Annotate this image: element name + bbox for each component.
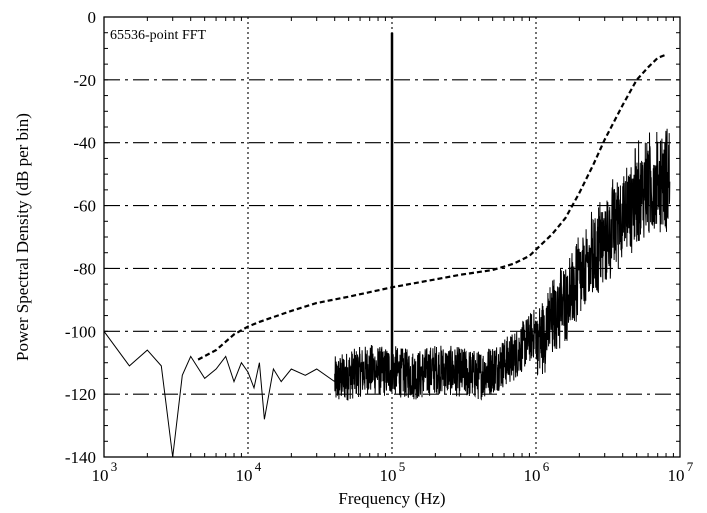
y-axis-title: Power Spectral Density (dB per bin) [13,113,32,361]
x-tick-label: 10 6 [524,459,550,485]
x-tick-base: 10 [92,466,109,485]
x-tick-exponent: 6 [543,459,550,474]
x-tick-base: 10 [524,466,541,485]
y-tick-label: -140 [65,448,96,467]
y-tick-label: -20 [73,71,96,90]
solid-series-line [103,128,671,458]
x-axis-title: Frequency (Hz) [338,489,445,508]
x-tick-exponent: 4 [255,459,262,474]
x-tick-label: 10 3 [92,459,118,485]
y-tick-label: -120 [65,385,96,404]
y-tick-label: -60 [73,197,96,216]
x-tick-label: 10 7 [668,459,694,485]
x-tick-base: 10 [668,466,685,485]
dashed-series-line [197,53,667,361]
y-tick-label: -40 [73,134,96,153]
y-tick-label: -100 [65,322,96,341]
x-tick-exponent: 7 [687,459,694,474]
x-tick-label: 10 4 [236,459,262,485]
fft-annotation: 65536-point FFT [110,28,207,43]
plot-frame [103,16,681,458]
series-layer [103,32,671,458]
y-tick-labels: 0 -20 -40 -60 -80 -100 -120 -140 [65,8,96,467]
x-tick-base: 10 [380,466,397,485]
x-tick-exponent: 5 [399,459,406,474]
x-tick-exponent: 3 [111,459,118,474]
x-tick-label: 10 5 [380,459,406,485]
x-tick-base: 10 [236,466,253,485]
y-tick-label: 0 [88,8,97,27]
x-tick-labels: 10 3 10 4 10 5 10 6 10 7 [92,459,694,485]
y-tick-label: -80 [73,259,96,278]
